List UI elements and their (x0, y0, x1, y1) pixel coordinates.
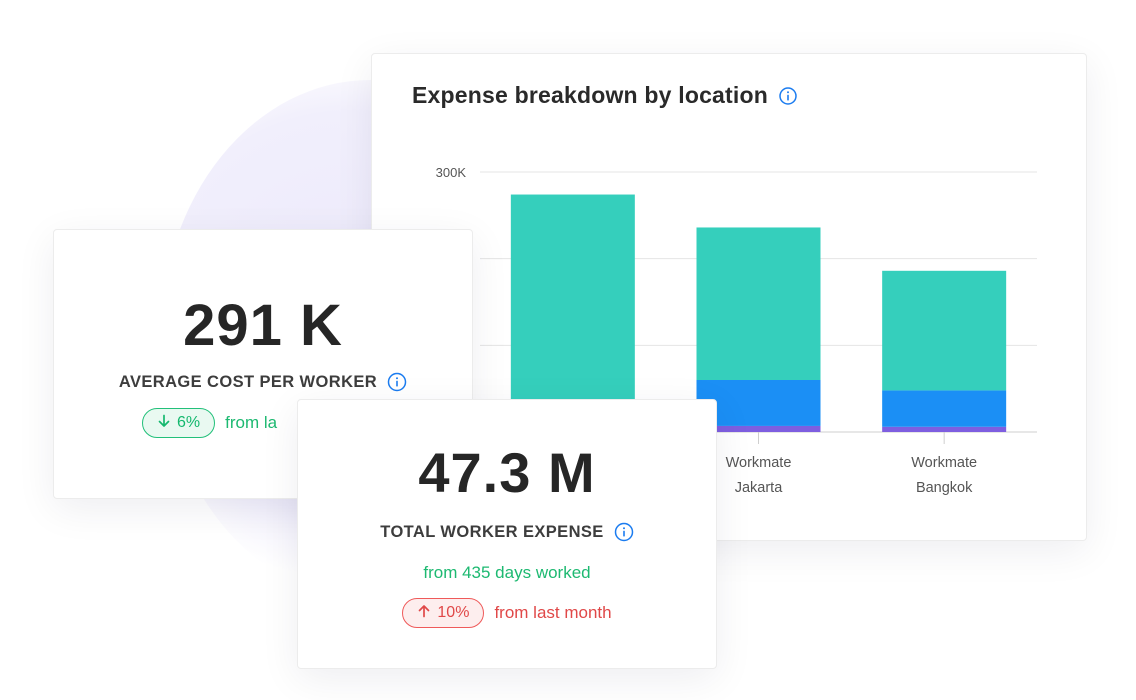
bar-segment (882, 270, 1007, 391)
bar-segment (882, 426, 1007, 432)
average-cost-value: 291 K (183, 293, 343, 358)
bar-segment (696, 227, 821, 380)
days-worked-text: from 435 days worked (423, 563, 591, 582)
total-expense-value: 47.3 M (418, 441, 596, 504)
bar-segment (882, 390, 1007, 427)
average-cost-label: AVERAGE COST PER WORKER (118, 372, 378, 391)
x-tick-label: Bangkok (916, 480, 973, 496)
info-icon[interactable] (778, 86, 798, 106)
info-icon[interactable] (387, 372, 407, 392)
change-badge: 6% (142, 408, 216, 438)
total-expense-card: 47.3 M TOTAL WORKER EXPENSE from 435 day… (297, 399, 717, 669)
bar-segment (696, 425, 821, 432)
total-expense-label-row: TOTAL WORKER EXPENSE (298, 522, 716, 542)
bar-segment (696, 380, 821, 426)
total-expense-change-row: 10% from last month (298, 598, 716, 628)
chart-title: Expense breakdown by location (412, 82, 768, 108)
average-cost-change-row: 6% from la (142, 408, 277, 438)
change-percent: 6% (177, 414, 201, 431)
change-percent: 10% (437, 604, 470, 621)
arrow-down-icon (157, 414, 171, 433)
chart-header: Expense breakdown by location (412, 82, 798, 109)
info-icon[interactable] (614, 522, 634, 542)
change-text: from la (225, 413, 278, 432)
x-tick-label: Workmate (911, 455, 977, 471)
change-text: from last month (494, 603, 612, 622)
y-tick-label: 300K (436, 165, 467, 180)
average-cost-label-row: AVERAGE COST PER WORKER (54, 372, 472, 392)
bar-segment (510, 194, 635, 427)
x-tick-label: Jakarta (735, 480, 783, 496)
change-badge: 10% (402, 598, 485, 628)
arrow-up-icon (417, 604, 431, 623)
average-cost-card: 291 K AVERAGE COST PER WORKER 6% from la (53, 229, 473, 499)
x-tick-label: Workmate (726, 455, 792, 471)
total-expense-label: TOTAL WORKER EXPENSE (380, 522, 604, 541)
